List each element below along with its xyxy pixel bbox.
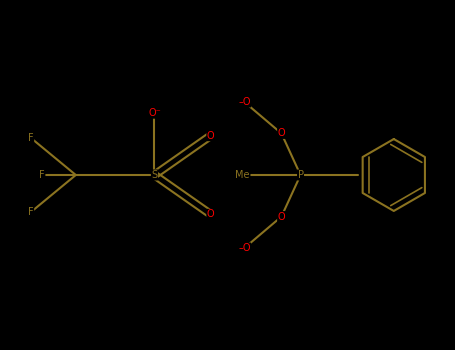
Text: P: P bbox=[298, 170, 303, 180]
Text: O: O bbox=[278, 211, 285, 222]
Text: O: O bbox=[207, 131, 214, 141]
Text: –O: –O bbox=[238, 243, 251, 253]
Text: O⁻: O⁻ bbox=[148, 108, 161, 118]
Text: O: O bbox=[278, 128, 285, 139]
Text: –O: –O bbox=[238, 97, 251, 107]
Text: F: F bbox=[28, 207, 34, 217]
Text: F: F bbox=[39, 170, 45, 180]
Text: Me: Me bbox=[236, 170, 250, 180]
Text: O: O bbox=[207, 209, 214, 219]
Text: S: S bbox=[152, 170, 157, 180]
Text: F: F bbox=[28, 133, 34, 143]
